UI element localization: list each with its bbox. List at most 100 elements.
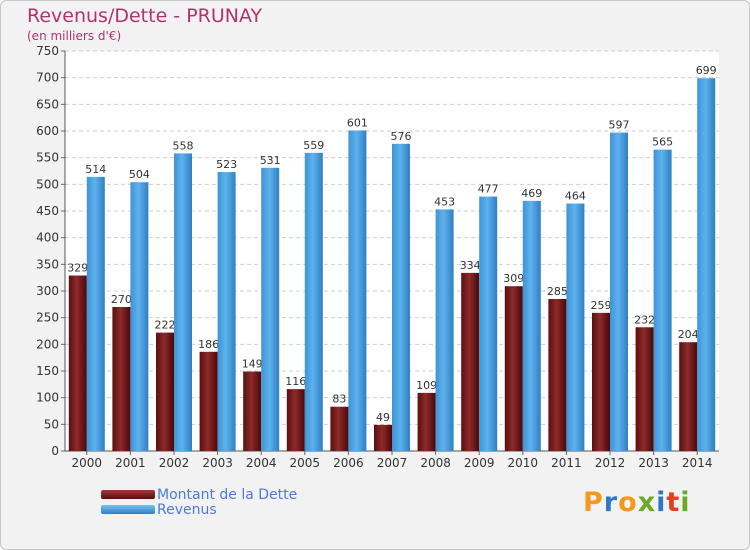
data-label-revenus: 559 <box>303 139 324 152</box>
data-label-dette: 222 <box>155 319 176 332</box>
x-tick-label: 2004 <box>246 456 277 470</box>
bar-dette <box>112 307 131 451</box>
y-tick-label: 650 <box>36 97 59 111</box>
bar-revenus <box>697 78 716 451</box>
data-label-revenus: 523 <box>216 158 237 171</box>
y-tick-label: 0 <box>51 444 59 458</box>
data-label-dette: 334 <box>460 259 481 272</box>
x-tick-label: 2008 <box>420 456 451 470</box>
bar-revenus <box>174 153 192 451</box>
x-tick-label: 2005 <box>290 456 321 470</box>
bar-revenus <box>86 176 105 451</box>
x-tick-label: 2014 <box>682 456 713 470</box>
legend-label-revenus: Revenus <box>157 501 217 518</box>
data-label-revenus: 531 <box>260 154 281 167</box>
bar-revenus <box>304 152 323 451</box>
logo-letter: x <box>637 487 657 518</box>
y-tick-label: 50 <box>44 417 59 431</box>
bar-revenus <box>217 172 236 452</box>
legend-item-dette: Montant de la Dette <box>101 486 298 503</box>
legend-label-dette: Montant de la Dette <box>157 486 298 503</box>
data-label-revenus: 514 <box>85 163 106 176</box>
data-label-dette: 285 <box>547 285 568 298</box>
data-label-revenus: 504 <box>129 168 150 181</box>
data-label-dette: 83 <box>332 393 346 406</box>
logo-letter: o <box>618 487 638 518</box>
y-tick-label: 600 <box>36 124 59 138</box>
x-tick-label: 2012 <box>595 456 626 470</box>
x-tick-label: 2001 <box>115 456 146 470</box>
x-tick-label: 2000 <box>72 456 103 470</box>
bar-revenus <box>610 132 628 451</box>
y-tick-label: 450 <box>36 204 59 218</box>
legend-item-revenus: Revenus <box>101 501 297 518</box>
data-label-revenus: 464 <box>565 190 586 203</box>
y-tick-label: 700 <box>36 71 59 85</box>
logo-letter: i <box>680 487 691 518</box>
data-label-dette: 309 <box>503 272 524 285</box>
data-label-revenus: 699 <box>696 64 717 77</box>
data-label-revenus: 597 <box>609 119 630 132</box>
chart-subtitle: (en milliers d'€) <box>27 29 122 43</box>
bar-revenus <box>348 130 367 451</box>
data-label-dette: 270 <box>111 293 132 306</box>
bar-dette <box>592 312 610 451</box>
logo-letter: i <box>656 487 667 518</box>
bar-dette <box>330 406 349 451</box>
data-label-revenus: 469 <box>521 187 542 200</box>
bar-revenus <box>435 209 454 451</box>
data-label-dette: 232 <box>634 313 655 326</box>
x-tick-label: 2013 <box>638 456 669 470</box>
logo-letter: r <box>603 487 619 518</box>
y-tick-label: 550 <box>36 151 59 165</box>
bar-dette <box>548 299 567 451</box>
legend-swatch-revenus <box>101 505 155 514</box>
data-label-revenus: 558 <box>173 139 194 152</box>
data-label-dette: 109 <box>416 379 437 392</box>
y-tick-label: 250 <box>36 311 59 325</box>
logo-letter: P <box>583 487 604 518</box>
bar-dette <box>68 275 87 451</box>
x-tick-label: 2009 <box>464 456 495 470</box>
y-tick-label: 100 <box>36 391 59 405</box>
bar-revenus <box>479 196 498 451</box>
y-tick-label: 200 <box>36 337 59 351</box>
bar-dette <box>243 371 262 451</box>
y-tick-label: 300 <box>36 284 59 298</box>
bar-revenus <box>653 149 672 451</box>
x-tick-label: 2011 <box>551 456 582 470</box>
legend: Montant de la Dette Revenus <box>101 486 298 518</box>
x-tick-label: 2007 <box>377 456 408 470</box>
y-tick-label: 500 <box>36 177 59 191</box>
bar-dette <box>635 327 654 451</box>
data-label-dette: 329 <box>67 262 88 275</box>
bar-dette <box>417 392 436 451</box>
y-tick-label: 750 <box>36 44 59 58</box>
x-tick-label: 2010 <box>508 456 539 470</box>
data-label-revenus: 477 <box>478 183 499 196</box>
data-label-dette: 49 <box>376 411 390 424</box>
bar-revenus <box>566 203 585 451</box>
x-tick-label: 2002 <box>159 456 190 470</box>
data-label-revenus: 601 <box>347 116 368 129</box>
data-label-dette: 149 <box>242 358 263 371</box>
bar-revenus <box>130 182 149 451</box>
data-label-revenus: 576 <box>391 130 412 143</box>
bar-revenus <box>522 200 541 451</box>
proxiti-logo: Proxiti <box>583 487 691 518</box>
chart-title: Revenus/Dette - PRUNAY <box>27 5 263 27</box>
y-tick-label: 150 <box>36 364 59 378</box>
x-tick-label: 2006 <box>333 456 364 470</box>
bar-dette <box>156 332 174 451</box>
x-tick-label: 2003 <box>202 456 233 470</box>
data-label-dette: 116 <box>285 375 306 388</box>
data-label-revenus: 453 <box>434 195 455 208</box>
bar-revenus <box>261 167 280 452</box>
bar-revenus <box>392 143 410 452</box>
y-tick-label: 400 <box>36 231 59 245</box>
logo-letter: t <box>666 487 681 518</box>
data-label-revenus: 565 <box>652 136 673 149</box>
bar-dette <box>374 424 392 451</box>
